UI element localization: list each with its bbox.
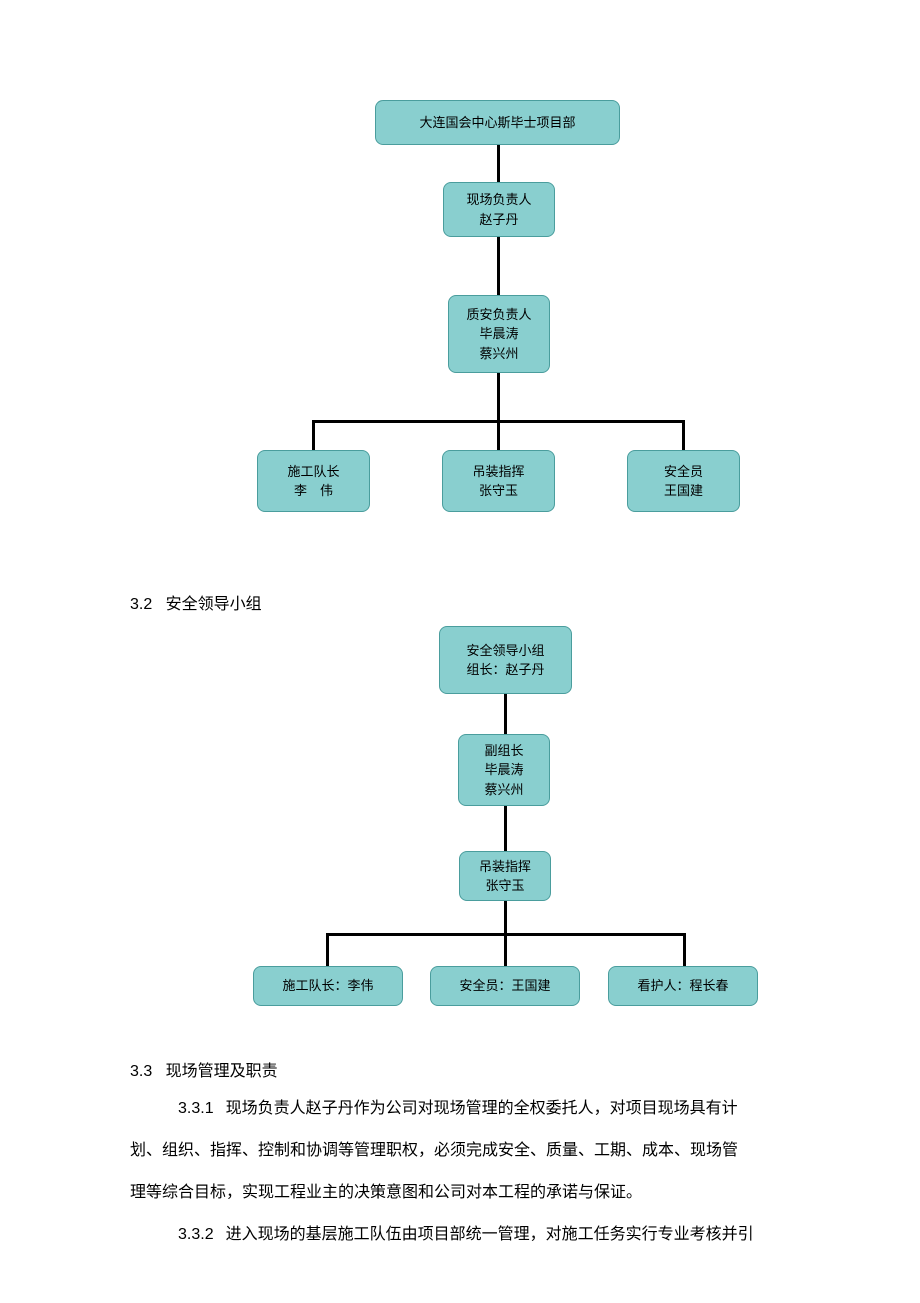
para-3-3-1-line1: 现场负责人赵子丹作为公司对现场管理的全权委托人，对项目现场具有计 (226, 1100, 738, 1117)
org-node-line: 张守玉 (479, 481, 518, 501)
connector (504, 901, 507, 933)
para-3-3-1-num: 3.3.1 (178, 1100, 214, 1117)
org-node-line: 大连国会中心斯毕士项目部 (419, 113, 575, 133)
connector (504, 806, 507, 851)
connector (682, 420, 685, 450)
connector (326, 933, 329, 966)
org-node-line: 毕晨涛 (479, 324, 518, 344)
org-node-line: 张守玉 (485, 876, 524, 896)
org-chart-2: 安全领导小组组长：赵子丹副组长毕晨涛蔡兴州吊装指挥张守玉施工队长：李伟安全员：王… (0, 626, 920, 1041)
org-node-n2f: 看护人：程长春 (608, 966, 758, 1006)
org-node-line: 毕晨涛 (484, 760, 523, 780)
org-node-line: 组长：赵子丹 (466, 660, 544, 680)
connector (497, 420, 500, 450)
org-node-n1d: 施工队长李 伟 (257, 450, 370, 512)
section-3-2-num: 3.2 (130, 596, 152, 613)
para-3-3-1-line3: 理等综合目标，实现工程业主的决策意图和公司对本工程的承诺与保证。 (130, 1177, 790, 1209)
org-node-line: 王国建 (664, 481, 703, 501)
para-3-3-1-line2: 划、组织、指挥、控制和协调等管理职权，必须完成安全、质量、工期、成本、现场管 (130, 1135, 790, 1167)
connector (683, 933, 686, 966)
org-node-line: 安全领导小组 (466, 641, 544, 661)
org-node-n2c: 吊装指挥张守玉 (459, 851, 551, 901)
para-3-3-1: 3.3.1 现场负责人赵子丹作为公司对现场管理的全权委托人，对项目现场具有计 (130, 1093, 790, 1125)
org-node-line: 副组长 (484, 741, 523, 761)
org-node-line: 现场负责人 (466, 190, 531, 210)
org-node-n1f: 安全员王国建 (627, 450, 740, 512)
org-node-line: 蔡兴州 (479, 344, 518, 364)
org-node-line: 吊装指挥 (479, 857, 531, 877)
org-node-line: 施工队长：李伟 (282, 976, 373, 996)
connector (497, 373, 500, 420)
org-node-line: 安全员：王国建 (459, 976, 550, 996)
section-3-3-heading: 3.3 现场管理及职责 (130, 1057, 920, 1081)
section-3-2-heading: 3.2 安全领导小组 (130, 590, 920, 614)
connector (504, 694, 507, 734)
org-node-n1c: 质安负责人毕晨涛蔡兴州 (448, 295, 550, 373)
org-node-line: 看护人：程长春 (637, 976, 728, 996)
org-node-line: 施工队长 (287, 462, 339, 482)
org-node-line: 赵子丹 (479, 210, 518, 230)
org-node-line: 吊装指挥 (472, 462, 524, 482)
org-node-line: 李 伟 (294, 481, 333, 501)
section-3-2-title: 安全领导小组 (166, 596, 262, 613)
org-node-n1a: 大连国会中心斯毕士项目部 (375, 100, 620, 145)
org-node-n1e: 吊装指挥张守玉 (442, 450, 555, 512)
connector (504, 933, 507, 966)
para-3-3-2-text: 进入现场的基层施工队伍由项目部统一管理，对施工任务实行专业考核并引 (226, 1226, 754, 1243)
org-node-n2b: 副组长毕晨涛蔡兴州 (458, 734, 550, 806)
section-3-3-title: 现场管理及职责 (166, 1063, 278, 1080)
org-chart-1: 大连国会中心斯毕士项目部现场负责人赵子丹质安负责人毕晨涛蔡兴州施工队长李 伟吊装… (0, 100, 920, 570)
org-node-n2d: 施工队长：李伟 (253, 966, 403, 1006)
document-page: 大连国会中心斯毕士项目部现场负责人赵子丹质安负责人毕晨涛蔡兴州施工队长李 伟吊装… (0, 0, 920, 1251)
connector (497, 145, 500, 182)
section-3-3-num: 3.3 (130, 1063, 152, 1080)
org-node-n2a: 安全领导小组组长：赵子丹 (439, 626, 572, 694)
para-3-3-2-num: 3.3.2 (178, 1226, 214, 1243)
org-node-line: 蔡兴州 (484, 780, 523, 800)
org-node-line: 安全员 (664, 462, 703, 482)
org-node-n2e: 安全员：王国建 (430, 966, 580, 1006)
connector (312, 420, 315, 450)
connector (497, 237, 500, 295)
org-node-n1b: 现场负责人赵子丹 (443, 182, 555, 237)
org-node-line: 质安负责人 (466, 305, 531, 325)
para-3-3-2: 3.3.2 进入现场的基层施工队伍由项目部统一管理，对施工任务实行专业考核并引 (130, 1219, 790, 1251)
